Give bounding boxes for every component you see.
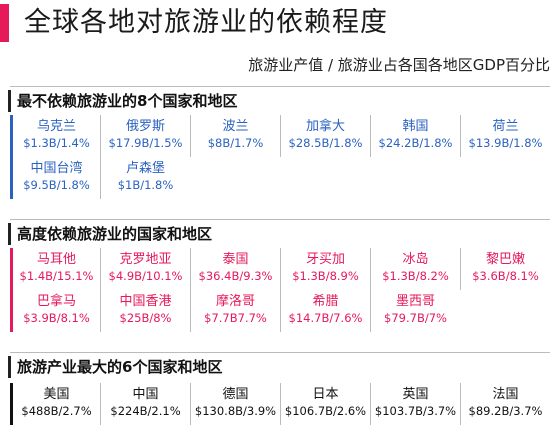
country-cell: 墨西哥 $79.7B/7% — [370, 290, 460, 332]
country-cell: 泰国 $36.4B/9.3% — [190, 248, 280, 290]
country-name: 巴拿马 — [36, 294, 76, 309]
country-grid: 乌克兰 $1.3B/1.4% 俄罗斯 $17.9B/1.5% 波兰 $8B/1.7% 加拿大… — [10, 115, 550, 199]
country-name: 波兰 — [222, 119, 249, 134]
country-name: 加拿大 — [305, 119, 345, 134]
country-grid: 美国 $488B/2.7% 中国 $224B/2.1% 德国 $130.8B/3.9% 日本… — [10, 383, 550, 425]
country-cell: 英国 $103.7B/3.7% — [370, 383, 460, 425]
title-bar: 全球各地对旅游业的依赖程度 — [0, 0, 560, 46]
page-subtitle: 旅游业产值 / 旅游业占各国各地区GDP百分比 — [248, 56, 550, 74]
tourism-value: $9.5B/1.8% — [23, 178, 90, 192]
country-name: 马耳他 — [36, 252, 76, 267]
section-title-wrap: 最不依赖旅游业的8个国家和地区 — [8, 90, 237, 112]
tourism-value: $1.3B/1.4% — [23, 136, 90, 150]
country-cell: 克罗地亚 $4.9B/10.1% — [100, 248, 190, 290]
country-cell: 美国 $488B/2.7% — [10, 383, 100, 425]
tourism-value: $3.6B/8.1% — [472, 269, 539, 283]
country-name: 克罗地亚 — [119, 252, 172, 267]
tourism-value: $4.9B/10.1% — [108, 269, 183, 283]
section-title: 高度依赖旅游业的国家和地区 — [17, 225, 213, 243]
country-cell: 巴拿马 $3.9B/8.1% — [10, 290, 100, 332]
country-cell: 中国 $224B/2.1% — [100, 383, 190, 425]
tourism-value: $1.3B/8.9% — [292, 269, 359, 283]
section-divider — [10, 86, 550, 87]
country-cell: 德国 $130.8B/3.9% — [190, 383, 280, 425]
country-cell: 希腊 $14.7B/7.6% — [280, 290, 370, 332]
country-name: 冰岛 — [402, 252, 429, 267]
country-cell: 荷兰 $13.9B/1.8% — [460, 115, 550, 157]
country-name: 墨西哥 — [395, 294, 435, 309]
country-cell: 俄罗斯 $17.9B/1.5% — [100, 115, 190, 157]
country-cell: 中国台湾 $9.5B/1.8% — [10, 157, 100, 199]
country-cell: 牙买加 $1.3B/8.9% — [280, 248, 370, 290]
section-divider — [10, 219, 550, 220]
section-title-wrap: 旅游产业最大的6个国家和地区 — [8, 356, 222, 378]
country-name: 中国香港 — [119, 294, 172, 309]
tourism-value: $3.9B/8.1% — [23, 311, 90, 325]
tourism-value: $14.7B/7.6% — [288, 311, 363, 325]
country-cell: 中国香港 $25B/8% — [100, 290, 190, 332]
tourism-value: $488B/2.7% — [21, 404, 92, 418]
tourism-value: $79.7B/7% — [384, 311, 447, 325]
country-cell: 摩洛哥 $7.7B7.7% — [190, 290, 280, 332]
tourism-value: $130.8B/3.9% — [194, 404, 277, 418]
country-cell: 乌克兰 $1.3B/1.4% — [10, 115, 100, 157]
country-name: 美国 — [43, 387, 70, 402]
country-name: 中国 — [132, 387, 159, 402]
tourism-value: $1B/1.8% — [117, 178, 174, 192]
country-name: 俄罗斯 — [125, 119, 165, 134]
tourism-value: $89.2B/3.7% — [468, 404, 543, 418]
country-cell: 卢森堡 $1B/1.8% — [100, 157, 190, 199]
country-name: 荷兰 — [492, 119, 519, 134]
country-name: 英国 — [402, 387, 429, 402]
country-name: 卢森堡 — [125, 161, 165, 176]
country-name: 黎巴嫩 — [485, 252, 525, 267]
country-cell: 波兰 $8B/1.7% — [190, 115, 280, 157]
country-name: 法国 — [492, 387, 519, 402]
title-accent-bar — [0, 4, 9, 42]
tourism-value: $1.4B/15.1% — [19, 269, 94, 283]
section-title-wrap: 高度依赖旅游业的国家和地区 — [8, 223, 212, 245]
country-name: 德国 — [222, 387, 249, 402]
country-cell: 韩国 $24.2B/1.8% — [370, 115, 460, 157]
tourism-value: $24.2B/1.8% — [378, 136, 453, 150]
tourism-value: $103.7B/3.7% — [374, 404, 457, 418]
country-cell: 冰岛 $1.3B/8.2% — [370, 248, 460, 290]
country-cell: 法国 $89.2B/3.7% — [460, 383, 550, 425]
country-name: 中国台湾 — [30, 161, 83, 176]
section-title: 旅游产业最大的6个国家和地区 — [17, 358, 223, 376]
section-divider — [10, 352, 550, 353]
country-name: 乌克兰 — [36, 119, 76, 134]
country-grid: 马耳他 $1.4B/15.1% 克罗地亚 $4.9B/10.1% 泰国 $36.4B/9.… — [10, 248, 550, 332]
tourism-value: $17.9B/1.5% — [108, 136, 183, 150]
country-cell: 黎巴嫩 $3.6B/8.1% — [460, 248, 550, 290]
tourism-value: $8B/1.7% — [207, 136, 264, 150]
tourism-value: $1.3B/8.2% — [382, 269, 449, 283]
page-title: 全球各地对旅游业的依赖程度 — [24, 7, 388, 38]
country-name: 日本 — [312, 387, 339, 402]
country-cell: 日本 $106.7B/2.6% — [280, 383, 370, 425]
tourism-value: $28.5B/1.8% — [288, 136, 363, 150]
country-name: 韩国 — [402, 119, 429, 134]
country-name: 摩洛哥 — [215, 294, 255, 309]
tourism-value: $106.7B/2.6% — [284, 404, 367, 418]
tourism-value: $7.7B7.7% — [204, 311, 267, 325]
section-title: 最不依赖旅游业的8个国家和地区 — [17, 92, 238, 110]
country-name: 牙买加 — [305, 252, 345, 267]
country-name: 泰国 — [222, 252, 249, 267]
tourism-value: $36.4B/9.3% — [198, 269, 273, 283]
country-name: 希腊 — [312, 294, 339, 309]
tourism-value: $13.9B/1.8% — [468, 136, 543, 150]
tourism-value: $224B/2.1% — [110, 404, 181, 418]
country-cell: 加拿大 $28.5B/1.8% — [280, 115, 370, 157]
tourism-value: $25B/8% — [119, 311, 172, 325]
country-cell: 马耳他 $1.4B/15.1% — [10, 248, 100, 290]
